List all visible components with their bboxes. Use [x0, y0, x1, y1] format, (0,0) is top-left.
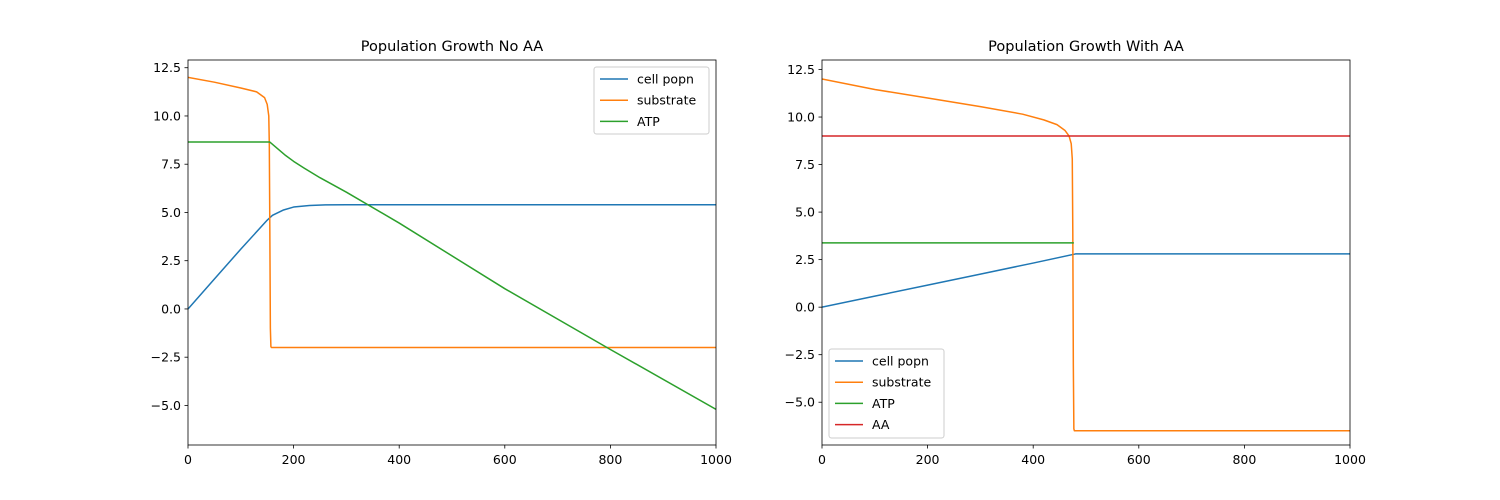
y-tick-label: 10.0	[153, 108, 181, 123]
x-tick-label: 600	[1127, 452, 1151, 467]
y-tick-label: −2.5	[151, 350, 181, 365]
y-tick-label: 0.0	[795, 300, 815, 315]
chart-with-aa: Population Growth With AA 0 200 400 600 800 10…	[785, 39, 1366, 467]
x-tick-label: 0	[818, 452, 826, 467]
y-tick-label: 2.5	[161, 253, 181, 268]
legend-label: substrate	[872, 375, 931, 390]
y-tick-label: 12.5	[787, 62, 815, 77]
x-tick-label: 0	[184, 452, 192, 467]
x-tick-label: 600	[493, 452, 517, 467]
series-line-substrate	[188, 76, 716, 349]
x-tick-label: 400	[1021, 452, 1045, 467]
legend-label: ATP	[872, 396, 895, 411]
y-tick-label: −2.5	[785, 347, 815, 362]
x-tick-label: 800	[1232, 452, 1256, 467]
chart-title: Population Growth With AA	[988, 39, 1184, 55]
legend-label: cell popn	[872, 354, 929, 369]
y-tick-label: 7.5	[161, 157, 181, 172]
axes-frame	[187, 59, 717, 446]
legend: cell popn substrate ATP	[593, 66, 710, 135]
chart-title: Population Growth No AA	[361, 39, 544, 55]
x-tick-label: 200	[916, 452, 940, 467]
series-lines	[188, 76, 716, 410]
x-tick-label: 200	[282, 452, 306, 467]
series-lines	[822, 78, 1350, 432]
y-tick-label: 7.5	[795, 157, 815, 172]
legend-label: AA	[872, 417, 890, 432]
x-tick-label: 800	[598, 452, 622, 467]
series-line-atp	[188, 141, 716, 410]
series-line-substrate	[822, 78, 1350, 432]
legend: cell popn substrate ATP AA	[828, 348, 945, 439]
chart-no-aa: Population Growth No AA 0 200 400 600 800 1000…	[151, 39, 732, 467]
series-line-cell-popn	[822, 253, 1350, 308]
y-tick-label: 5.0	[161, 205, 181, 220]
legend-box	[828, 348, 945, 439]
x-tick-label: 1000	[700, 452, 732, 467]
y-tick-label: −5.0	[785, 395, 815, 410]
series-line-cell-popn	[188, 203, 716, 310]
legend-label: ATP	[637, 114, 660, 129]
legend-label: substrate	[637, 93, 696, 108]
y-tick-label: 10.0	[787, 110, 815, 125]
legend-box	[593, 66, 710, 135]
legend-label: cell popn	[637, 72, 694, 87]
x-tick-label: 400	[387, 452, 411, 467]
y-tick-label: 5.0	[795, 205, 815, 220]
y-tick-label: 12.5	[153, 60, 181, 75]
y-tick-label: 2.5	[795, 252, 815, 267]
axes-frame	[821, 59, 1351, 446]
x-tick-label: 1000	[1334, 452, 1366, 467]
y-tick-label: −5.0	[151, 398, 181, 413]
y-tick-label: 0.0	[161, 301, 181, 316]
